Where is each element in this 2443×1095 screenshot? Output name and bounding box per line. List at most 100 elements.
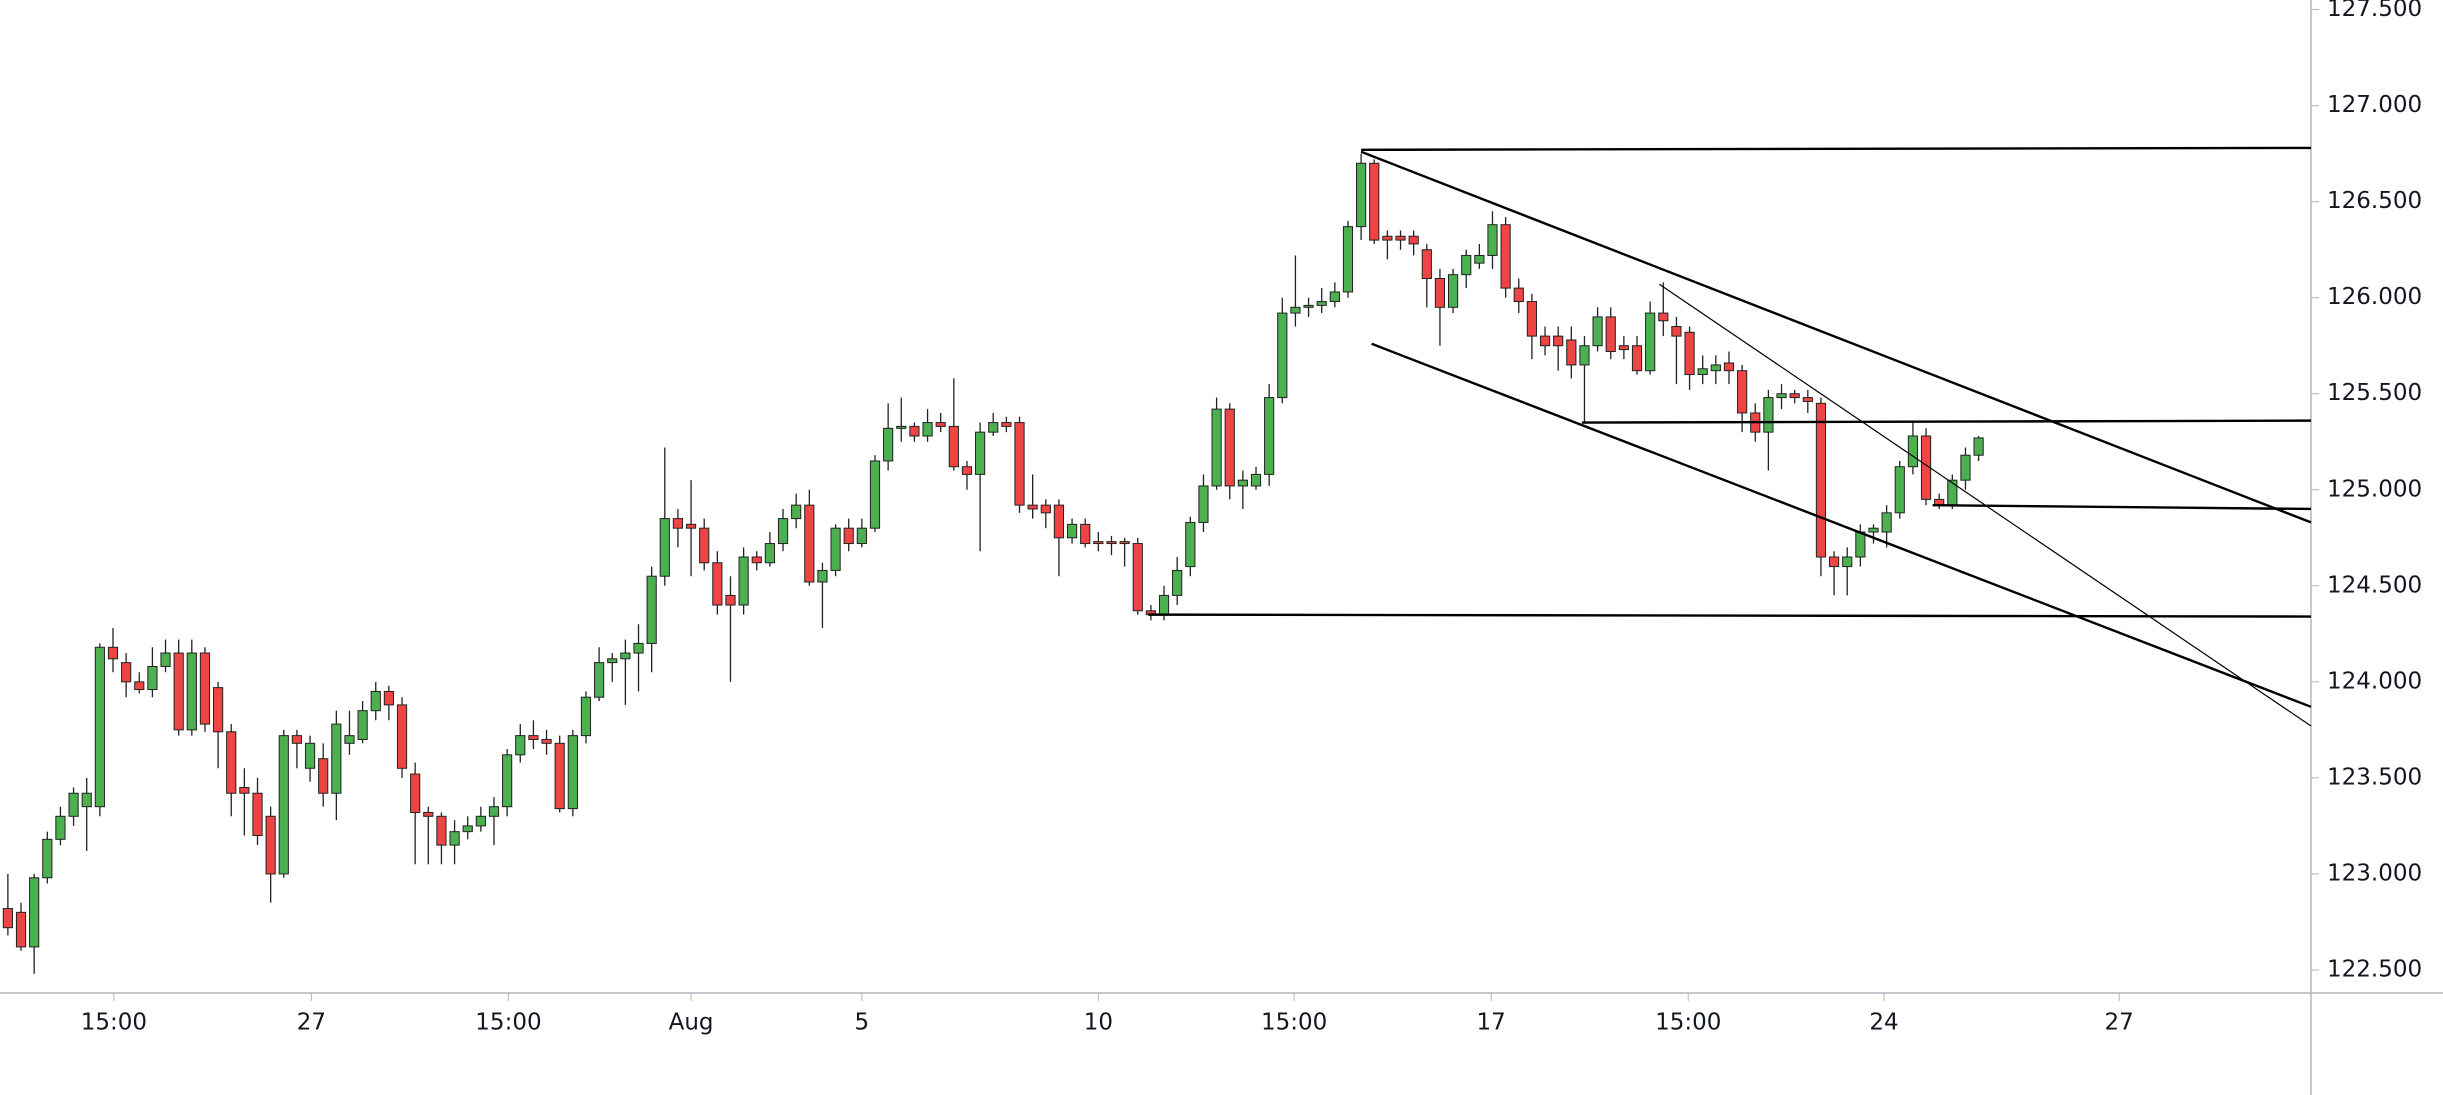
candle-body xyxy=(1737,370,1748,414)
candle-body xyxy=(134,681,145,691)
candle-body xyxy=(1710,364,1721,372)
x-tick-label: 17 xyxy=(1477,1010,1506,1036)
x-tick-label: 27 xyxy=(297,1010,326,1036)
candle-body xyxy=(502,754,513,808)
candle-body xyxy=(1158,594,1170,616)
candle-body xyxy=(1973,437,1984,456)
candle-body xyxy=(1960,454,1971,481)
candle-body xyxy=(344,735,355,744)
candle-body xyxy=(1789,393,1800,399)
candle-body xyxy=(15,911,27,948)
trend-line xyxy=(1361,146,2312,152)
candle-body xyxy=(1342,226,1354,293)
candle-body xyxy=(462,825,473,833)
candle-body xyxy=(1894,466,1905,514)
candle-body xyxy=(685,523,697,529)
candle-body xyxy=(856,527,867,545)
candle-body xyxy=(449,831,460,846)
candle-body xyxy=(1474,254,1485,264)
candle-body xyxy=(738,556,749,606)
candle-body xyxy=(699,527,710,564)
y-tick-label: 126.000 xyxy=(2327,284,2422,310)
candle-body xyxy=(672,518,684,529)
candle-body xyxy=(988,422,999,433)
candle-body xyxy=(1658,312,1669,322)
y-tick-label: 122.500 xyxy=(2327,956,2422,982)
candle-body xyxy=(633,642,644,654)
candle-body xyxy=(1763,397,1774,433)
x-tick-label: 10 xyxy=(1084,1010,1113,1036)
candle-body xyxy=(173,652,184,731)
candle-body xyxy=(1802,397,1813,402)
candle-body xyxy=(1093,541,1104,545)
y-tick-label: 124.000 xyxy=(2327,668,2422,694)
candle-body xyxy=(1907,435,1919,468)
candle-body xyxy=(318,758,329,794)
candle-body xyxy=(1027,504,1038,510)
candle-body xyxy=(1080,523,1091,545)
candle-body xyxy=(843,527,854,545)
candle-body xyxy=(278,735,289,875)
candle-body xyxy=(1671,326,1682,337)
candle-body xyxy=(1277,312,1288,399)
candle-body xyxy=(199,652,211,725)
candle-body xyxy=(81,792,92,808)
candle-body xyxy=(1631,345,1643,372)
candle-body xyxy=(410,773,421,813)
candle-body xyxy=(370,690,381,712)
x-tick-label: 15:00 xyxy=(1261,1010,1327,1036)
candle-body xyxy=(948,425,959,468)
candle-body xyxy=(1553,335,1564,347)
candle-body xyxy=(896,425,907,429)
candle-body xyxy=(1395,235,1406,241)
candle-body xyxy=(1421,249,1432,280)
candle-body xyxy=(1014,422,1025,506)
candle-body xyxy=(1053,504,1065,539)
candle-body xyxy=(1382,235,1393,241)
candle-body xyxy=(357,710,368,740)
trend-line xyxy=(1148,613,2312,618)
y-tick-label: 127.500 xyxy=(2327,0,2422,22)
x-tick-label: Aug xyxy=(669,1010,714,1036)
candle-body xyxy=(1408,235,1419,245)
candle-body xyxy=(567,735,578,810)
candle-body xyxy=(817,569,828,583)
candle-body xyxy=(239,786,250,794)
candle-body xyxy=(580,696,592,737)
candle-body xyxy=(1461,254,1472,276)
candle-body xyxy=(1369,162,1380,241)
candle-body xyxy=(1198,485,1209,523)
candle-body xyxy=(1513,287,1524,303)
candle-body xyxy=(1132,543,1143,612)
x-tick-label: 15:00 xyxy=(475,1010,541,1036)
candle-body xyxy=(1211,408,1222,487)
candle-body xyxy=(751,556,762,564)
candle-body xyxy=(712,562,723,606)
candle-body xyxy=(1776,393,1787,399)
candle-body xyxy=(1264,397,1275,475)
candle-body xyxy=(436,815,447,846)
candle-body xyxy=(291,735,303,744)
candle-body xyxy=(1487,224,1498,256)
candle-body xyxy=(1329,291,1340,303)
candle-body xyxy=(869,460,881,529)
candle-body xyxy=(68,792,79,817)
y-tick-label: 127.000 xyxy=(2327,92,2422,118)
candle-body xyxy=(29,877,40,948)
candle-body xyxy=(1842,556,1853,568)
candle-body xyxy=(331,723,342,794)
candle-body xyxy=(42,838,53,879)
candle-body xyxy=(488,806,500,817)
trend-line xyxy=(1581,419,2312,424)
candle-body xyxy=(791,504,802,520)
candle-body xyxy=(1040,504,1051,514)
candle-body xyxy=(121,662,132,683)
candle-body xyxy=(1526,301,1538,337)
candle-body xyxy=(909,425,920,437)
candle-body xyxy=(607,658,618,664)
candle-body xyxy=(659,518,670,577)
candle-body xyxy=(1106,541,1117,545)
